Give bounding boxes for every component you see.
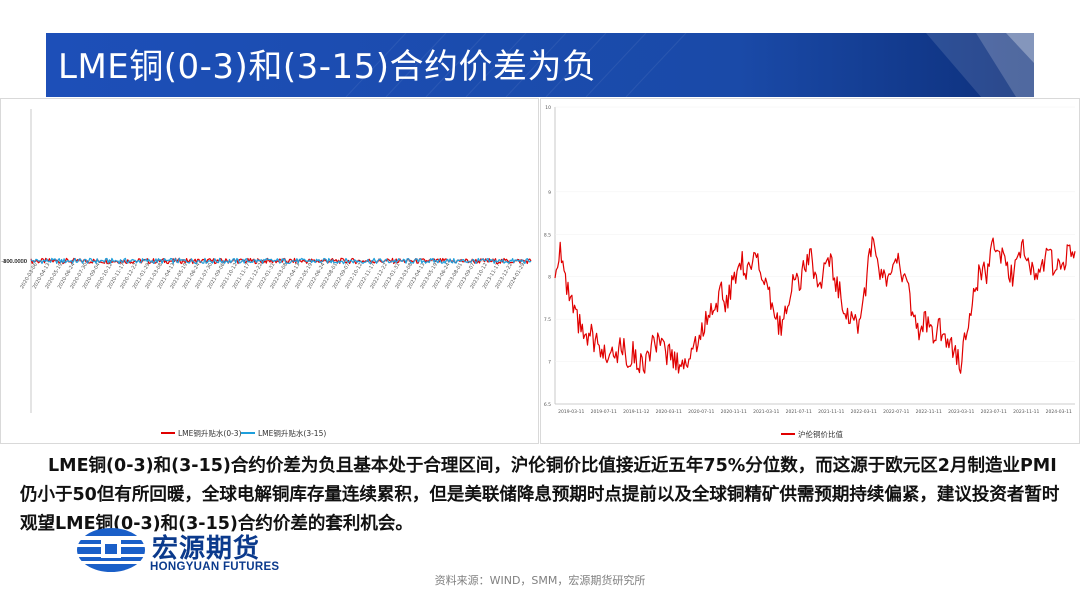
x-tick-label: 2020-03-11 [656,409,682,415]
page-title: LME铜(0-3)和(3-15)合约价差为负 [58,47,597,87]
x-tick-label: 2023-03-11 [948,409,974,415]
analysis-paragraph: LME铜(0-3)和(3-15)合约价差为负且基本处于合理区间，沪伦铜价比值接近… [20,456,1060,534]
x-tick-label: 2022-07-11 [883,409,909,415]
x-tick-label: 2022-03-11 [851,409,877,415]
y-tick-label: 6.5 [544,402,551,408]
y-tick-label: 0.0000 [10,259,28,265]
lme-spread-chart-panel: -400.0000 -300.0000 -200.0000 -100.0000 0.00… [0,98,539,444]
x-tick-label: 2020-07-11 [688,409,714,415]
y-tick-label: -400.0000 [1,259,27,265]
y-tick-label: 200.0000 [3,259,27,265]
x-tick-label: 2021-11-11 [818,409,844,415]
legend-label: 沪伦铜价比值 [798,429,843,439]
x-tick-label: 2019-03-11 [558,409,584,415]
x-tick-label: 2023-11-11 [1013,409,1039,415]
y-tick-label: 8.5 [544,232,551,238]
y-tick-label: 9 [548,190,551,196]
series-line-1 [554,236,1076,374]
legend-label: LME铜升贴水(3-15) [258,428,326,438]
x-tick-label: 2022-11-11 [916,409,942,415]
title-bar: LME铜(0-3)和(3-15)合约价差为负 [46,33,1034,97]
y-tick-label: 100.0000 [3,259,27,265]
shfe-lme-ratio-chart: 6.5 7 7.5 8 8.5 9 10 2019-03-11 2019-07-11 2019-1… [544,105,1076,439]
x-tick-label: 2023-07-11 [981,409,1007,415]
analysis-text: LME铜(0-3)和(3-15)合约价差为负且基本处于合理区间，沪伦铜价比值接近… [20,452,1060,539]
y-tick-label: 10 [545,105,551,111]
y-tick-label: 7.5 [544,317,551,323]
y-tick-label: -100.0000 [1,259,27,265]
y-tick-label: 7 [548,360,551,366]
company-logo: 宏源期货 HONGYUAN FUTURES [76,526,316,576]
lme-spread-chart: -400.0000-300.0000-200.0000-100.00000.00… [1,109,532,438]
source-note: 资料来源：WIND，SMM，宏源期货研究所 [434,574,646,587]
x-tick-label: 2020-11-11 [721,409,747,415]
x-tick-label: 2019-07-11 [591,409,617,415]
y-tick-label: -200.0000 [1,259,27,265]
hongyuan-logo-icon [76,528,146,572]
logo-en-text: HONGYUAN FUTURES [150,561,280,573]
legend-label: LME铜升贴水(0-3) [178,428,242,438]
x-tick-label: 2021-07-11 [786,409,812,415]
x-tick-label: 2024-03-11 [1046,409,1072,415]
shfe-lme-ratio-chart-panel: 6.5 7 7.5 8 8.5 9 10 2019-03-11 2019-07-11 2019-1… [540,98,1080,444]
x-tick-label: 2019-11-12 [623,409,649,415]
title-bar-background [46,33,1034,97]
series-line-2 [30,257,532,265]
logo-cn-text: 宏源期货 [152,534,261,564]
y-tick-label: 400.0000 [3,259,27,265]
y-tick-label: -300.0000 [1,259,27,265]
y-tick-label: 8 [548,275,551,281]
y-tick-label: 300.0000 [3,259,27,265]
x-tick-label: 2021-03-11 [753,409,779,415]
